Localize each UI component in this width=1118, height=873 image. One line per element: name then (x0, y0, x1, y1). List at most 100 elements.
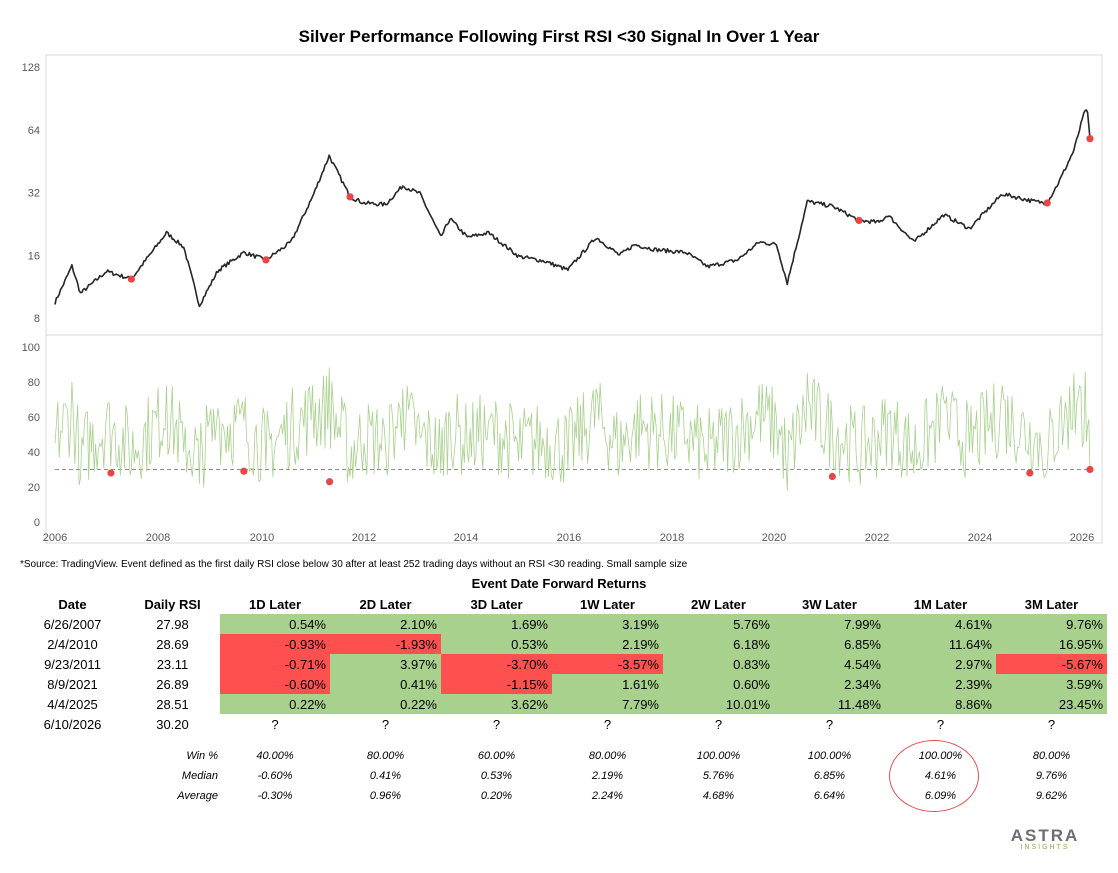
return-cell: 11.48% (774, 694, 885, 714)
table-row: 2/4/2010 28.69 -0.93% -1.93% 0.53% 2.19% 6.18%… (20, 634, 1107, 654)
rsi-event-marker (1026, 469, 1034, 477)
header-3m-later: 3M Later (1024, 597, 1079, 612)
stats-value: 0.41% (369, 770, 402, 782)
price-event-marker (127, 275, 135, 283)
stats-value: 2.24% (591, 790, 624, 802)
return-cell: 3.19% (552, 614, 663, 634)
rsi-y-tick-label: 60 (28, 412, 40, 424)
return-cell: 0.60% (663, 674, 774, 694)
return-cell: -0.93% (220, 634, 330, 654)
rsi-y-tick-label: 80 (28, 377, 40, 389)
x-tick-label: 2018 (660, 532, 684, 544)
return-cell: -1.15% (441, 674, 552, 694)
return-cell: 2.97% (885, 654, 996, 674)
header-2d-later: 2D Later (359, 597, 412, 612)
header-3d-later: 3D Later (470, 597, 523, 612)
header-1m-later: 1M Later (913, 597, 968, 612)
rsi-event-marker (107, 469, 115, 477)
header-2w-later: 2W Later (691, 597, 746, 612)
stats-value: 4.68% (702, 790, 735, 802)
price-event-marker (346, 193, 354, 201)
stats-value: 6.64% (813, 790, 846, 802)
return-cell: ? (603, 716, 612, 732)
x-tick-label: 2012 (352, 532, 376, 544)
stats-label: Median (181, 770, 218, 782)
stats-value: 5.76% (702, 770, 735, 782)
stats-value: 100.00% (696, 750, 741, 762)
table-header-row: Date Daily RSI 1D Later 2D Later 3D Late… (20, 595, 1107, 614)
event-date: 9/23/2011 (44, 656, 101, 672)
table-row: 9/23/2011 23.11 -0.71% 3.97% -3.70% -3.57% 0.8… (20, 654, 1107, 674)
return-cell: 0.22% (330, 694, 441, 714)
daily-rsi: 28.69 (156, 636, 189, 652)
return-cell: 5.76% (663, 614, 774, 634)
return-cell: -3.70% (441, 654, 552, 674)
event-date: 6/10/2026 (43, 716, 102, 732)
return-cell: 23.45% (996, 694, 1107, 714)
rsi-series-line (54, 367, 1091, 491)
rsi-y-tick-label: 20 (28, 482, 40, 494)
return-cell: ? (381, 716, 390, 732)
price-series-line (54, 109, 1091, 308)
price-event-marker (262, 256, 270, 264)
return-cell: 4.61% (885, 614, 996, 634)
return-cell: 8.86% (885, 694, 996, 714)
stats-value: 0.20% (480, 790, 513, 802)
return-cell: -1.93% (330, 634, 441, 654)
rsi-event-marker (325, 478, 334, 486)
header-3w-later: 3W Later (802, 597, 857, 612)
x-tick-label: 2020 (762, 532, 786, 544)
table-row: 6/26/2007 27.98 0.54% 2.10% 1.69% 3.19% 5.76% 7… (20, 614, 1107, 634)
return-cell: 16.95% (996, 634, 1107, 654)
stats-value: 9.76% (1035, 770, 1068, 782)
astra-logo: ASTRA INSIGHTS (1000, 826, 1090, 851)
return-cell: 4.54% (774, 654, 885, 674)
rsi-event-marker (828, 472, 836, 481)
daily-rsi: 23.11 (156, 656, 189, 672)
daily-rsi: 27.98 (156, 616, 189, 632)
header-date: Date (58, 597, 87, 612)
return-cell: 6.85% (774, 634, 885, 654)
return-cell: ? (1047, 716, 1056, 732)
return-cell: 2.10% (330, 614, 441, 634)
return-cell: 2.34% (774, 674, 885, 694)
table-row: 8/9/2021 26.89 -0.60% 0.41% -1.15% 1.61% 0.60%… (20, 674, 1107, 694)
stats-value: 0.53% (480, 770, 513, 782)
return-cell: -0.60% (220, 674, 330, 694)
stats-value: 80.00% (588, 750, 627, 762)
stats-value: 2.19% (591, 770, 624, 782)
price-event-marker (1043, 199, 1051, 207)
return-cell: 0.83% (663, 654, 774, 674)
rsi-event-marker (240, 467, 248, 475)
return-cell: 7.99% (774, 614, 885, 634)
logo-main-text: ASTRA (1010, 826, 1080, 845)
event-date: 6/26/2007 (43, 616, 102, 632)
return-cell: 1.61% (552, 674, 663, 694)
stats-value: -0.30% (257, 790, 293, 802)
daily-rsi: 30.20 (156, 716, 189, 732)
return-cell: 3.59% (996, 674, 1107, 694)
return-cell: ? (714, 716, 723, 732)
return-cell: -3.57% (552, 654, 663, 674)
price-y-tick-label: 8 (34, 313, 40, 325)
stats-label: Win % (186, 750, 218, 762)
stats-value: 0.96% (369, 790, 402, 802)
rsi-y-tick-label: 40 (28, 447, 40, 459)
price-y-tick-label: 128 (22, 62, 40, 74)
x-tick-label: 2024 (968, 532, 992, 544)
price-event-marker (1086, 135, 1094, 143)
rsi-event-marker (1086, 465, 1094, 474)
return-cell: -5.67% (996, 654, 1107, 674)
chart-area: 8 16 32 64 128 0 20 40 60 80 100 2006 2008 2010 2012 20… (22, 54, 1103, 544)
stats-value: 80.00% (366, 750, 405, 762)
stats-spacer (20, 786, 125, 806)
x-tick-label: 2006 (43, 532, 67, 544)
return-cell: 3.62% (441, 694, 552, 714)
stats-value: 80.00% (1032, 750, 1071, 762)
footnote: *Source: TradingView. Event defined as t… (20, 559, 688, 570)
x-tick-label: 2008 (146, 532, 170, 544)
return-cell: 9.76% (996, 614, 1107, 634)
x-tick-label: 2014 (454, 532, 478, 544)
table-row: 6/10/2026 30.20???????? (20, 714, 1107, 734)
daily-rsi: 28.51 (156, 696, 189, 712)
